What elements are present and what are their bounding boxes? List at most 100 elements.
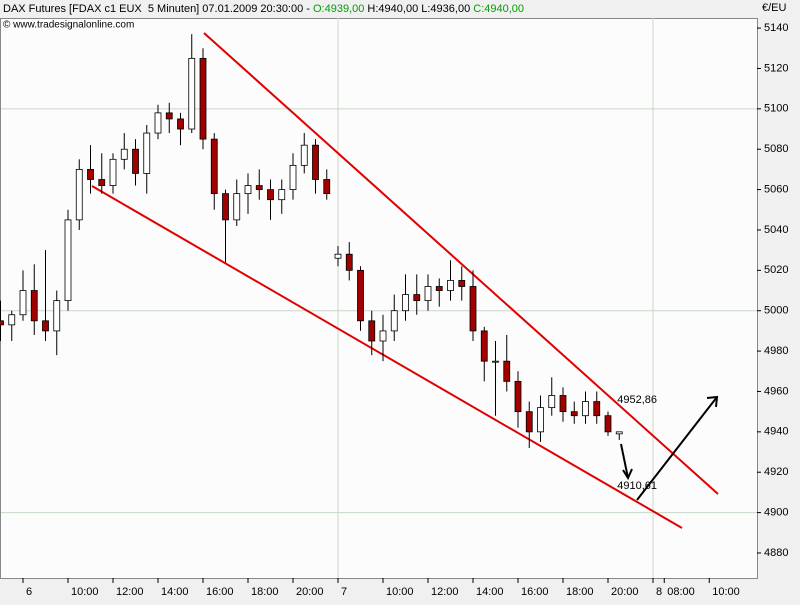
candle-body bbox=[278, 189, 286, 201]
candle-body bbox=[604, 415, 612, 433]
candle-body bbox=[458, 280, 466, 287]
candle-body bbox=[300, 144, 308, 166]
y-tick-label: 5140 bbox=[764, 22, 788, 34]
candle-body bbox=[492, 360, 499, 363]
annotation: 4952,86 bbox=[617, 394, 657, 406]
arrows bbox=[620, 395, 719, 501]
candle-body bbox=[289, 164, 297, 190]
x-tick-label: 6 bbox=[26, 586, 32, 598]
x-tick-label: 8 bbox=[656, 586, 662, 598]
candle-body bbox=[345, 253, 353, 271]
candle-body bbox=[413, 294, 421, 302]
trend-line-upper bbox=[203, 32, 719, 495]
candle-body bbox=[64, 219, 72, 302]
candle-body bbox=[357, 269, 364, 322]
header: DAX Futures [FDAX c1 EUX 5 Minuten] 07.0… bbox=[3, 3, 524, 15]
x-tick-label: 7 bbox=[341, 586, 347, 598]
x-tick-label: 12:00 bbox=[116, 586, 144, 598]
candle-body bbox=[435, 286, 443, 291]
y-tick-label: 4900 bbox=[764, 506, 788, 518]
x-tick-label: 14:00 bbox=[476, 586, 504, 598]
candle-body bbox=[210, 138, 218, 195]
candle-body bbox=[323, 179, 331, 195]
candle-body bbox=[368, 320, 376, 342]
candle-body bbox=[19, 290, 27, 316]
candle-body bbox=[514, 380, 522, 413]
x-tick-label: 08:00 bbox=[667, 586, 695, 598]
candle-body bbox=[42, 320, 49, 332]
candle-body bbox=[143, 132, 151, 174]
candle-body bbox=[75, 169, 83, 221]
y-tick-label: 4980 bbox=[764, 345, 788, 357]
candle-body bbox=[503, 360, 511, 382]
plot-area bbox=[0, 18, 758, 579]
candle-body bbox=[334, 253, 342, 259]
candle-body bbox=[8, 314, 16, 326]
x-tick-label: 10:00 bbox=[712, 586, 740, 598]
arrow-down bbox=[620, 443, 629, 479]
candle-body bbox=[109, 158, 117, 186]
x-tick-label: 14:00 bbox=[161, 586, 189, 598]
candle-body bbox=[132, 148, 139, 174]
candle-body bbox=[593, 401, 601, 417]
y-tick-label: 4920 bbox=[764, 466, 788, 478]
x-tick-label: 18:00 bbox=[251, 586, 279, 598]
candle-body bbox=[312, 144, 319, 180]
candle-body bbox=[98, 179, 106, 186]
candle-body bbox=[570, 411, 578, 417]
candles bbox=[0, 34, 623, 448]
y-tick-label: 4960 bbox=[764, 385, 788, 397]
candle-body bbox=[582, 401, 589, 417]
candle-body bbox=[0, 320, 4, 326]
y-tick-label: 5040 bbox=[764, 224, 788, 236]
x-tick-label: 10:00 bbox=[386, 586, 414, 598]
y-tick-label: 5060 bbox=[764, 183, 788, 195]
y-tick-label: 4880 bbox=[764, 547, 788, 559]
candle-body bbox=[537, 407, 544, 433]
y-unit: €/EU bbox=[762, 2, 787, 14]
candle-body bbox=[87, 169, 94, 180]
arrow-head bbox=[706, 395, 719, 408]
grid bbox=[1, 18, 757, 578]
y-tick-label: 5100 bbox=[764, 103, 788, 115]
candle-body bbox=[53, 300, 61, 332]
candle-body bbox=[390, 310, 398, 332]
candle-body bbox=[548, 395, 556, 409]
y-tick-label: 4940 bbox=[764, 426, 788, 438]
x-tick-label: 20:00 bbox=[611, 586, 639, 598]
candle-body bbox=[120, 148, 128, 160]
candle-body bbox=[469, 286, 477, 332]
x-tick-label: 16:00 bbox=[521, 586, 549, 598]
candle-body bbox=[255, 185, 263, 190]
candle-body bbox=[525, 411, 533, 433]
candle-body bbox=[379, 330, 387, 342]
trend-line-lower bbox=[91, 185, 683, 529]
candle-body bbox=[154, 112, 162, 134]
y-tick-label: 5080 bbox=[764, 143, 788, 155]
candle-body bbox=[244, 185, 252, 195]
x-tick-label: 12:00 bbox=[431, 586, 459, 598]
header-part: DAX Futures [FDAX c1 EUX 5 Minuten] 07.0… bbox=[3, 3, 313, 15]
candle-body bbox=[615, 431, 623, 435]
candle-body bbox=[177, 118, 184, 130]
header-part: H:4940,00 L:4936,00 bbox=[364, 3, 473, 15]
candle-body bbox=[199, 57, 207, 140]
x-tick-label: 20:00 bbox=[296, 586, 324, 598]
candle-body bbox=[188, 57, 196, 130]
source: © www.tradesignalonline.com bbox=[3, 20, 134, 31]
candle-body bbox=[222, 193, 229, 221]
x-tick-label: 10:00 bbox=[71, 586, 99, 598]
candle-body bbox=[424, 286, 432, 302]
candle-body bbox=[559, 395, 567, 413]
candle-body bbox=[480, 330, 488, 362]
annotation: 4910,61 bbox=[617, 480, 657, 492]
header-part: O:4939,00 bbox=[313, 3, 364, 15]
candle-body bbox=[165, 112, 173, 120]
arrow-up bbox=[636, 396, 718, 501]
x-tick-label: 18:00 bbox=[566, 586, 594, 598]
candle-body bbox=[402, 294, 409, 312]
y-tick-label: 5020 bbox=[764, 264, 788, 276]
header-part: C:4940,00 bbox=[473, 3, 524, 15]
